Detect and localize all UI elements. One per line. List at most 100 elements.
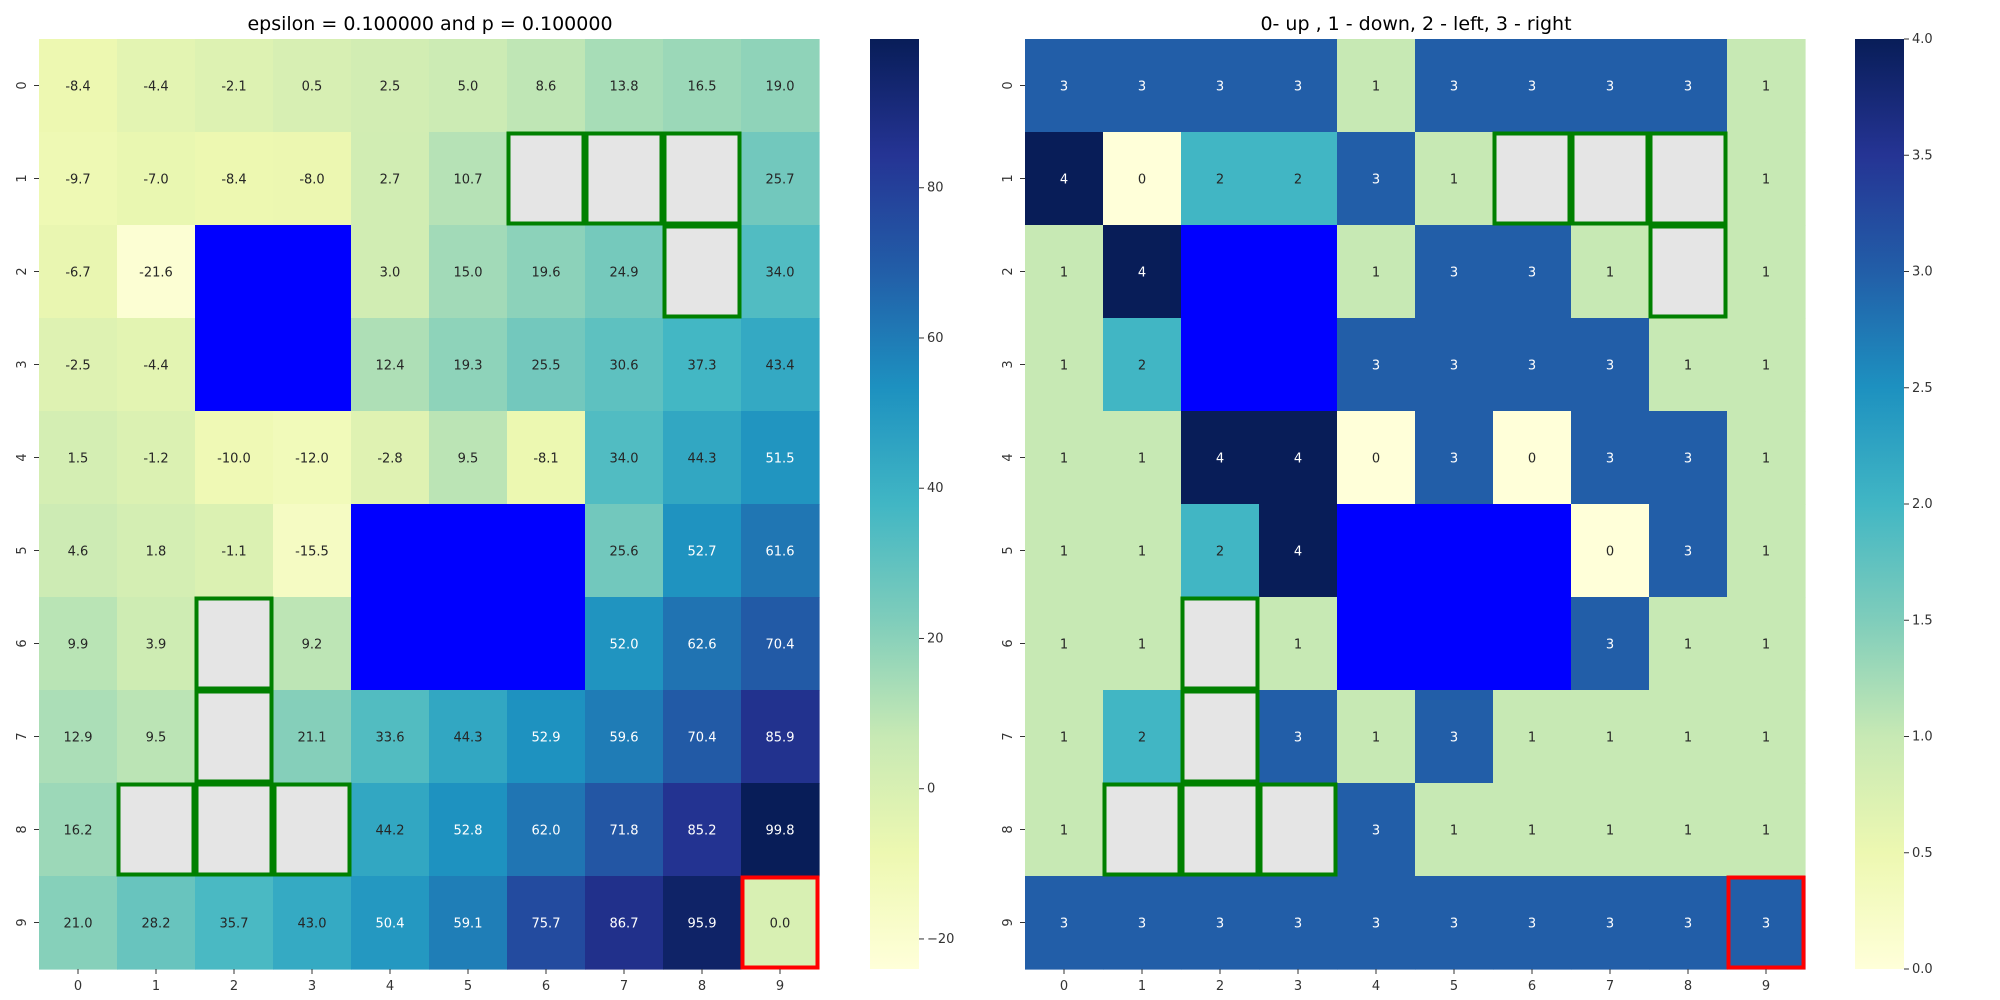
heatmap-cell-r3-c8 — [663, 318, 742, 412]
heatmap-cell-r6-c3 — [1259, 597, 1338, 691]
heatmap-cell-r5-c3 — [1259, 504, 1338, 598]
y-tick-label-8: 8 — [15, 825, 30, 833]
cell-value-label-r7-c4: 1 — [1372, 731, 1380, 746]
cell-value-label-r0-c0: -8.4 — [65, 80, 90, 95]
cell-value-label-r7-c0: 12.9 — [64, 731, 93, 746]
heatmap-cell-r5-c7 — [585, 504, 664, 598]
heatmap-cell-r1-c0 — [1025, 132, 1104, 226]
y-tick-label-4: 4 — [15, 453, 30, 461]
heatmap-cell-r1-c2 — [1181, 132, 1260, 226]
cell-value-label-r0-c9: 1 — [1762, 80, 1770, 95]
colorbar-tick-label-7: 3.5 — [1912, 148, 1933, 163]
colorbar-tick-label-1: 0 — [927, 782, 935, 797]
cell-value-label-r3-c6: 25.5 — [532, 359, 561, 374]
heatmap-cell-r1-c5 — [429, 132, 508, 226]
policy-heatmap-x-ticks: 0 1 2 3 4 5 6 7 8 9 — [1060, 969, 1770, 994]
x-tick-label-6: 6 — [542, 979, 550, 994]
heatmap-cell-r1-c7 — [585, 132, 664, 226]
heatmap-cell-r8-c4 — [1337, 783, 1416, 877]
x-tick-label-8: 8 — [698, 979, 706, 994]
heatmap-cell-r9-c7 — [1571, 876, 1650, 970]
heatmap-cell-r5-c1 — [1103, 504, 1182, 598]
heatmap-cell-r1-c8 — [663, 132, 742, 226]
cell-value-label-r1-c0: -9.7 — [65, 173, 90, 188]
cell-value-label-r0-c2: -2.1 — [221, 80, 246, 95]
heatmap-cell-r0-c9 — [741, 39, 820, 133]
cell-value-label-r2-c5: 3 — [1450, 266, 1458, 281]
heatmap-cell-r3-c0 — [1025, 318, 1104, 412]
cell-value-label-r9-c7: 3 — [1606, 917, 1614, 932]
heatmap-cell-r4-c2 — [195, 411, 274, 505]
heatmap-cell-r0-c1 — [1103, 39, 1182, 133]
heatmap-cell-r1-c4 — [1337, 132, 1416, 226]
heatmap-cell-r0-c4 — [351, 39, 430, 133]
heatmap-cell-r7-c9 — [741, 690, 820, 784]
highlight-outline-r1-c6 — [506, 131, 586, 226]
x-tick-label-5: 5 — [464, 979, 472, 994]
highlight-outline-r2-c8 — [662, 224, 742, 319]
heatmap-cell-r6-c3 — [273, 597, 352, 691]
heatmap-cell-r0-c8 — [663, 39, 742, 133]
colorbar-tick-label-8: 4.0 — [1912, 32, 1933, 47]
cell-value-label-r8-c0: 16.2 — [64, 824, 93, 839]
cell-value-label-r9-c0: 21.0 — [64, 917, 93, 932]
heatmap-cell-r2-c6 — [507, 225, 586, 319]
heatmap-cell-r7-c9 — [1727, 690, 1806, 784]
heatmap-cell-r9-c1 — [1103, 876, 1182, 970]
y-tick-label-9: 9 — [15, 918, 30, 926]
heatmap-cell-r0-c4 — [1337, 39, 1416, 133]
heatmap-cell-r8-c1 — [1103, 783, 1182, 877]
heatmap-cell-r9-c0 — [39, 876, 118, 970]
heatmap-cell-r0-c9 — [1727, 39, 1806, 133]
heatmap-cell-r3-c9 — [1727, 318, 1806, 412]
heatmap-cell-r9-c5 — [429, 876, 508, 970]
cell-value-label-r9-c3: 3 — [1294, 917, 1302, 932]
cell-value-label-r0-c3: 0.5 — [302, 80, 323, 95]
heatmap-cell-r4-c7 — [1571, 411, 1650, 505]
cell-value-label-r0-c7: 3 — [1606, 80, 1614, 95]
cell-value-label-r0-c5: 5.0 — [458, 80, 479, 95]
cell-value-label-r5-c0: 4.6 — [68, 545, 89, 560]
heatmap-cell-r4-c9 — [1727, 411, 1806, 505]
value-heatmap-x-ticks: 0 1 2 3 4 5 6 7 8 9 — [74, 969, 784, 994]
cell-value-label-r0-c3: 3 — [1294, 80, 1302, 95]
y-tick-label-7: 7 — [15, 732, 30, 740]
cell-value-label-r2-c9: 34.0 — [766, 266, 795, 281]
heatmap-cell-r0-c6 — [507, 39, 586, 133]
cell-value-label-r9-c3: 43.0 — [298, 917, 327, 932]
heatmap-cell-r1-c9 — [741, 132, 820, 226]
colorbar-tick-label-4: 2.0 — [1912, 497, 1933, 512]
heatmap-cell-r6-c9 — [1727, 597, 1806, 691]
cell-value-label-r8-c5: 52.8 — [454, 824, 483, 839]
cell-value-label-r4-c6: 0 — [1528, 452, 1536, 467]
heatmap-cell-r5-c4 — [351, 504, 430, 598]
cell-value-label-r2-c5: 15.0 — [454, 266, 483, 281]
cell-value-label-r8-c9: 99.8 — [766, 824, 795, 839]
cell-value-label-r3-c7: 3 — [1606, 359, 1614, 374]
heatmap-cell-r0-c3 — [1259, 39, 1338, 133]
cell-value-label-r4-c5: 9.5 — [458, 452, 479, 467]
heatmap-cell-r9-c4 — [351, 876, 430, 970]
heatmap-cell-r6-c6 — [507, 597, 586, 691]
heatmap-cell-r4-c1 — [1103, 411, 1182, 505]
heatmap-cell-r4-c1 — [117, 411, 196, 505]
heatmap-cell-r0-c1 — [117, 39, 196, 133]
cell-value-label-r2-c7: 1 — [1606, 266, 1614, 281]
heatmap-cell-r5-c2 — [1181, 504, 1260, 598]
heatmap-cell-r6-c6 — [1493, 597, 1572, 691]
heatmap-cell-r7-c2 — [195, 690, 274, 784]
policy-heatmap-cells: 3 3 3 3 1 3 3 3 3 1 4 0 2 2 3 1 1 1 4 1 3 3 1 1 1 2 3 3 3 3 1 1 1 1 4 4 0 3 0 3… — [1025, 39, 1806, 970]
x-tick-label-7: 7 — [1606, 979, 1614, 994]
heatmap-cell-r1-c4 — [351, 132, 430, 226]
cell-value-label-r2-c0: 1 — [1060, 266, 1068, 281]
x-tick-label-5: 5 — [1450, 979, 1458, 994]
cell-value-label-r9-c0: 3 — [1060, 917, 1068, 932]
heatmap-cell-r8-c8 — [663, 783, 742, 877]
cell-value-label-r3-c0: 1 — [1060, 359, 1068, 374]
colorbar-tick-label-5: 2.5 — [1912, 381, 1933, 396]
heatmap-cell-r2-c7 — [585, 225, 664, 319]
heatmap-cell-r0-c6 — [1493, 39, 1572, 133]
heatmap-cell-r0-c5 — [1415, 39, 1494, 133]
y-tick-label-0: 0 — [1001, 81, 1016, 89]
